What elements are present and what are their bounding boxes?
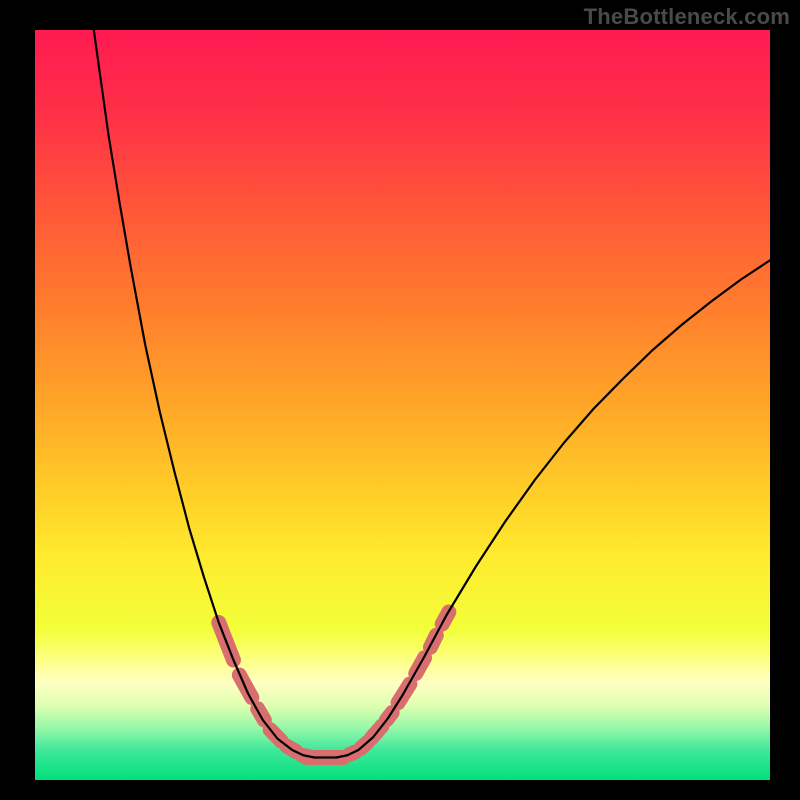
- chart-container: TheBottleneck.com: [0, 0, 800, 800]
- plot-background: [35, 30, 770, 780]
- watermark-text: TheBottleneck.com: [584, 4, 790, 30]
- bottleneck-curve-chart: [0, 0, 800, 800]
